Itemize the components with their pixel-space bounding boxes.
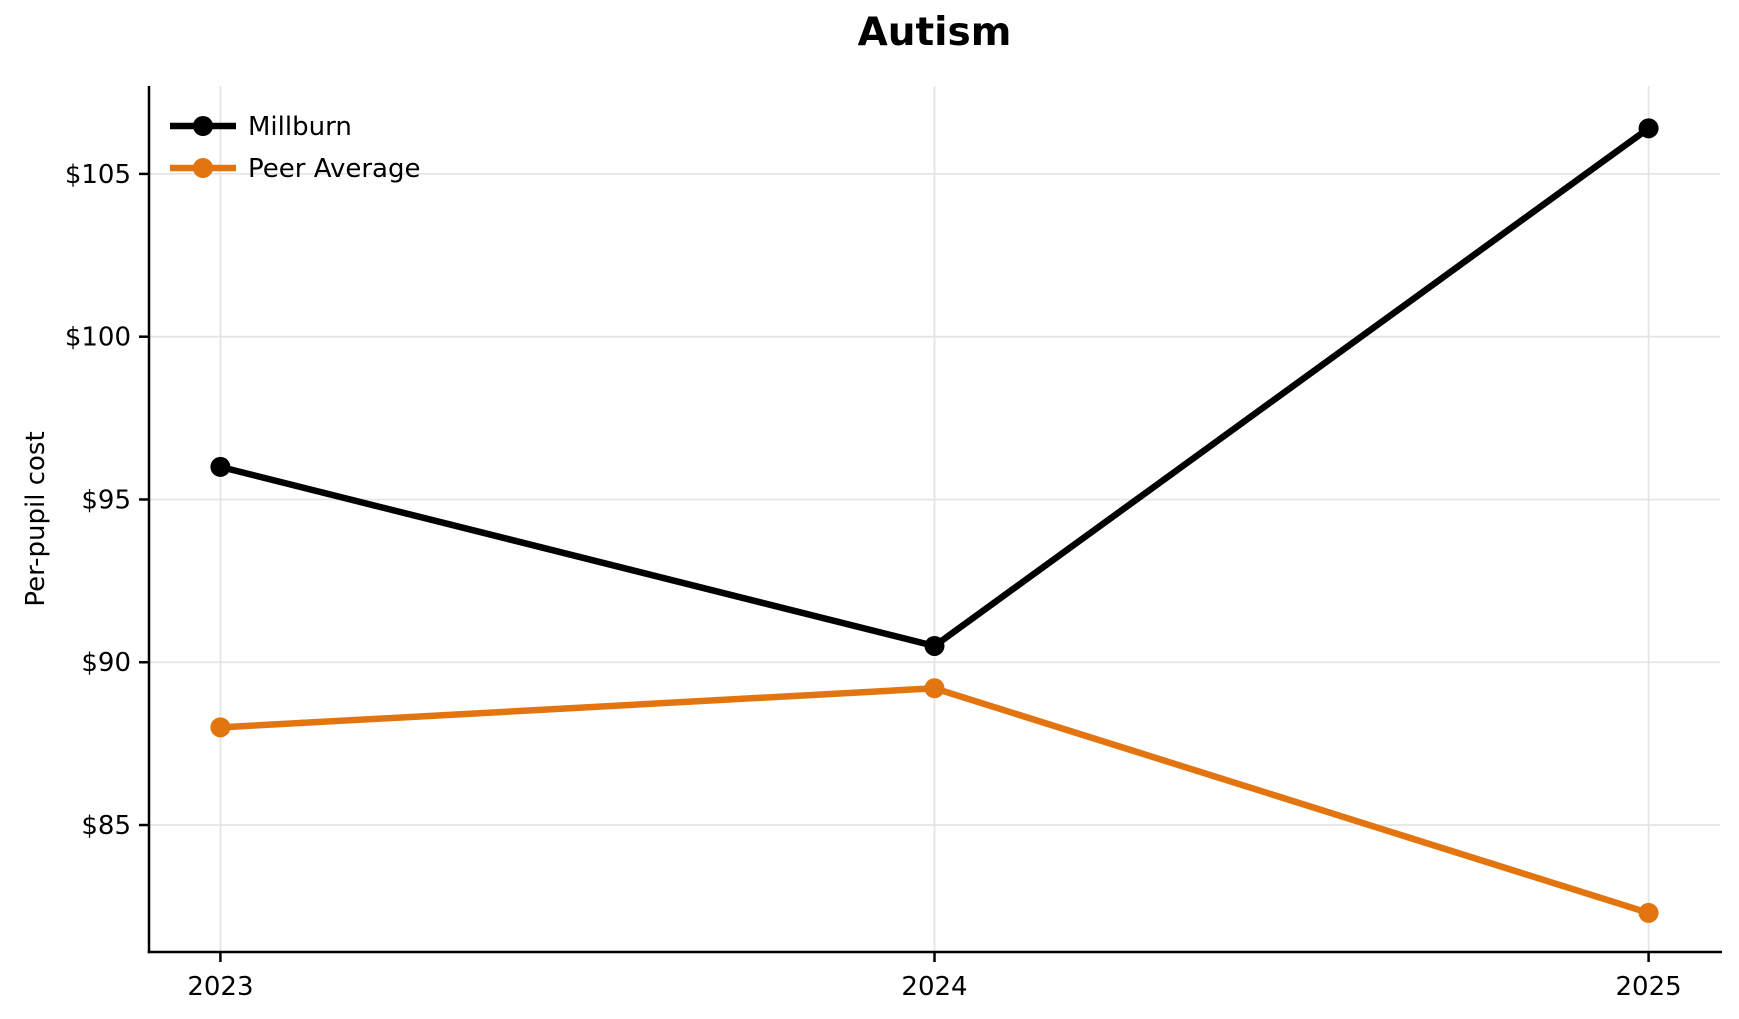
data-point-peer-average-2023 (210, 717, 231, 738)
legend-sample-marker (193, 116, 213, 136)
legend-item-millburn: Millburn (170, 112, 352, 142)
data-point-peer-average-2024 (924, 678, 945, 699)
y-axis-label: Per-pupil cost (21, 431, 51, 606)
data-point-peer-average-2025 (1638, 902, 1659, 923)
y-tick-label: $90 (81, 648, 131, 678)
data-point-millburn-2024 (924, 635, 945, 656)
x-tick-label: 2023 (187, 972, 253, 1002)
legend-item-peer-average: Peer Average (170, 154, 420, 184)
x-tick-label: 2024 (901, 972, 967, 1002)
x-tick-label: 2025 (1616, 972, 1682, 1002)
legend: Millburn Peer Average (170, 112, 420, 184)
legend-label: Millburn (248, 112, 352, 142)
y-tick-label: $85 (81, 811, 131, 841)
legend-label: Peer Average (248, 154, 420, 184)
legend-sample-marker (193, 158, 213, 178)
data-point-millburn-2023 (210, 456, 231, 477)
y-tick-label: $100 (65, 323, 131, 353)
y-tick-label: $105 (65, 160, 131, 190)
chart-title: Autism (857, 10, 1012, 55)
y-tick-label: $95 (81, 485, 131, 515)
data-point-millburn-2025 (1638, 118, 1659, 139)
